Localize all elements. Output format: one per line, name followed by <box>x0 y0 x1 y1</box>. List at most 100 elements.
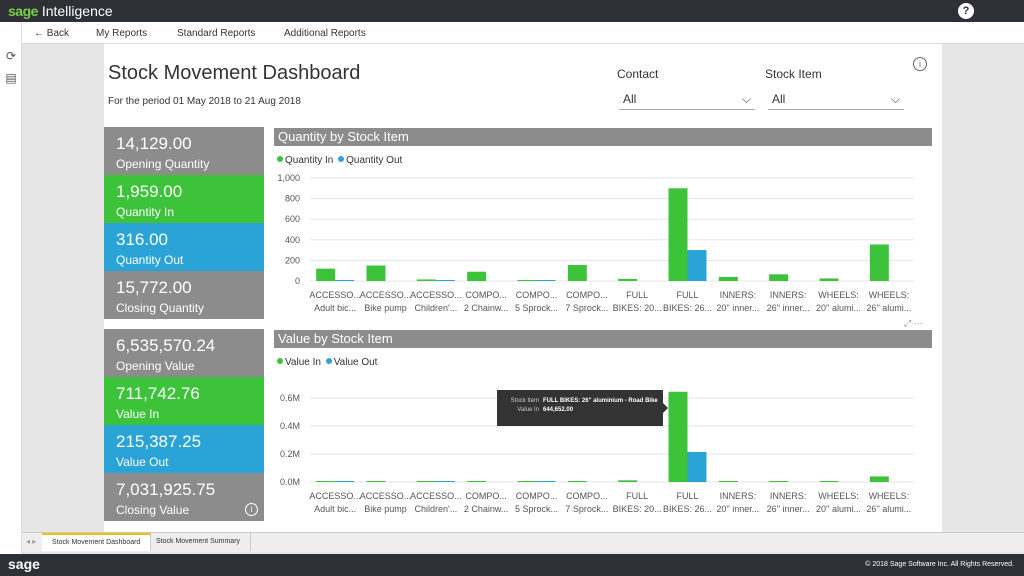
refresh-icon[interactable]: ⟳ <box>5 49 17 63</box>
y-tick-label: 200 <box>285 255 300 265</box>
brand-sage: sage <box>8 3 38 19</box>
y-tick-label: 0 <box>295 276 300 286</box>
chevron-down-icon: ⌵ <box>741 92 751 106</box>
legend-label-out[interactable]: Quantity Out <box>346 155 403 166</box>
bar-in[interactable] <box>517 481 537 482</box>
bar-out[interactable] <box>687 451 707 482</box>
report-period: For the period 01 May 2018 to 21 Aug 201… <box>108 96 301 107</box>
brand-product: Intelligence <box>41 3 113 19</box>
bar-in[interactable] <box>869 244 889 281</box>
x-tick-label: INNERS: <box>720 491 757 501</box>
x-tick-label: Children'... <box>414 504 457 514</box>
kpi-value: 6,535,570.24 <box>116 336 216 355</box>
bar-in[interactable] <box>517 279 537 281</box>
left-rail: ⟳ ▤ <box>0 22 22 554</box>
bar-in[interactable] <box>467 271 487 281</box>
bar-out[interactable] <box>536 481 556 482</box>
legend-label-in[interactable]: Quantity In <box>285 155 334 166</box>
bar-in[interactable] <box>567 265 587 281</box>
bar-in[interactable] <box>567 481 587 482</box>
bar-in[interactable] <box>366 265 386 281</box>
bar-in[interactable] <box>316 481 336 482</box>
bar-in[interactable] <box>416 481 436 482</box>
bar-in[interactable] <box>618 278 638 281</box>
bar-in[interactable] <box>718 276 738 281</box>
y-tick-label: 400 <box>285 235 300 245</box>
stock-item-filter-select[interactable]: All ⌵ <box>768 88 904 110</box>
nav-standard-reports[interactable]: Standard Reports <box>177 28 256 39</box>
info-icon[interactable]: i <box>913 57 927 71</box>
x-tick-label: 2 Chainw... <box>464 504 509 514</box>
x-tick-label: BIKES: 20... <box>613 504 662 514</box>
back-button[interactable]: ← Back <box>34 28 70 39</box>
bar-in[interactable] <box>366 481 386 482</box>
kpi-value: 1,959.00 <box>116 182 183 201</box>
contact-filter-label: Contact <box>617 67 659 81</box>
bar-in[interactable] <box>618 480 638 482</box>
x-tick-label: ACCESSO... <box>360 290 412 300</box>
bar-in[interactable] <box>718 481 738 482</box>
legend-dot-in <box>277 358 283 364</box>
bar-in[interactable] <box>668 188 688 281</box>
bar-in[interactable] <box>316 268 336 281</box>
info-icon[interactable]: i <box>245 503 258 516</box>
x-tick-label: 2 Chainw... <box>464 303 509 313</box>
chart-title-quantity: Quantity by Stock Item <box>274 128 932 146</box>
kpi-label: Opening Value <box>116 359 195 373</box>
x-tick-label: Adult bic... <box>314 303 356 313</box>
x-tick-label: 20'' inner... <box>716 303 759 313</box>
bar-in[interactable] <box>769 274 789 281</box>
bar-out[interactable] <box>335 280 355 281</box>
x-tick-label: WHEELS: <box>869 290 910 300</box>
x-tick-label: 7 Sprock... <box>565 303 608 313</box>
bar-out[interactable] <box>435 481 455 482</box>
y-tick-label: 800 <box>285 194 300 204</box>
x-tick-label: Adult bic... <box>314 504 356 514</box>
tab-stock-movement-summary[interactable]: Stock Movement Summary <box>146 533 252 551</box>
bar-in[interactable] <box>819 481 839 482</box>
bar-in[interactable] <box>819 278 839 281</box>
bar-in[interactable] <box>668 391 688 482</box>
kpi-value: 14,129.00 <box>116 134 192 153</box>
legend-label-in[interactable]: Value In <box>285 357 321 368</box>
bar-out[interactable] <box>687 250 707 281</box>
x-tick-label: 20'' alumi... <box>816 303 861 313</box>
nav-additional-reports[interactable]: Additional Reports <box>284 28 366 39</box>
x-tick-label: BIKES: 26... <box>663 303 712 313</box>
chart-tooltip: Stock Item FULL BIKES: 26" aluminium - Ro… <box>497 390 668 426</box>
x-tick-label: BIKES: 20... <box>613 303 662 313</box>
x-tick-label: WHEELS: <box>818 491 859 501</box>
bar-in[interactable] <box>416 279 436 281</box>
kpi-value: 316.00 <box>116 230 168 249</box>
bar-in[interactable] <box>869 476 889 482</box>
tooltip-value: 644,652.00 <box>543 407 574 413</box>
report-icon[interactable]: ▤ <box>5 71 17 85</box>
x-tick-label: ACCESSO... <box>309 290 361 300</box>
footer-logo: sage <box>8 556 40 572</box>
tooltip-key: Value In <box>517 407 539 413</box>
tooltip-key: Stock Item <box>510 398 539 404</box>
bar-out[interactable] <box>435 280 455 281</box>
x-tick-label: BIKES: 26... <box>663 504 712 514</box>
nav-my-reports[interactable]: My Reports <box>96 28 148 39</box>
bar-out[interactable] <box>335 481 355 482</box>
x-tick-label: FULL <box>676 491 698 501</box>
legend-dot-out <box>338 156 345 162</box>
bar-in[interactable] <box>769 481 789 482</box>
contact-filter-select[interactable]: All ⌵ <box>619 88 755 110</box>
x-tick-label: 20'' alumi... <box>816 504 861 514</box>
y-tick-label: 0.6M <box>280 393 300 403</box>
legend-label-out[interactable]: Value Out <box>333 357 378 368</box>
tab-scroll-arrows[interactable]: ◂ ▸ <box>26 537 37 546</box>
chart-tools[interactable]: ⤢ ⋯ <box>904 318 923 328</box>
bar-out[interactable] <box>536 280 556 281</box>
x-tick-label: 26'' inner... <box>767 303 810 313</box>
help-icon[interactable]: ? <box>958 3 974 19</box>
tab-stock-movement-dashboard[interactable]: Stock Movement Dashboard <box>42 533 152 551</box>
quantity-bar-chart: 0 200 400 600 800 1,000 ACCESSO... Adult bic...… <box>277 173 914 313</box>
x-tick-label: INNERS: <box>770 290 807 300</box>
kpi-value: 711,742.76 <box>116 384 200 403</box>
bar-in[interactable] <box>467 481 487 482</box>
kpi-label: Closing Quantity <box>116 301 205 315</box>
page-tabs: ◂ ▸ Stock Movement Dashboard Stock Movem… <box>22 532 1024 552</box>
